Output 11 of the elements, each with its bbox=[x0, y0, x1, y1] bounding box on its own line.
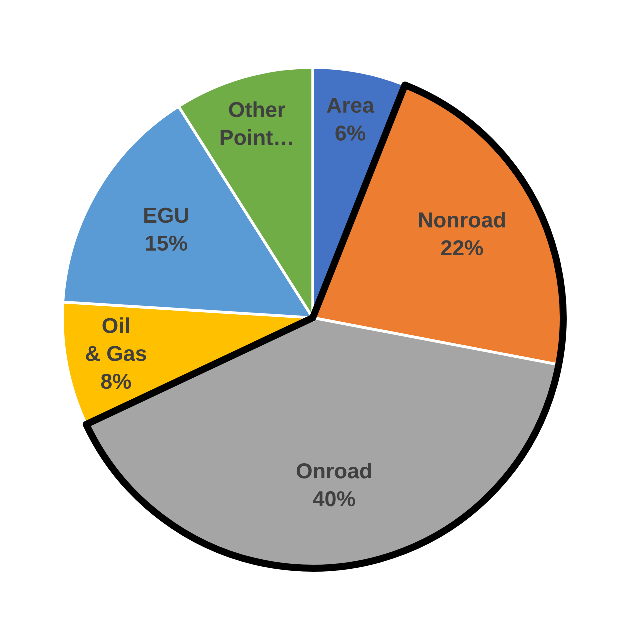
slice-label: Area bbox=[327, 98, 375, 114]
slice-label: Nonroad bbox=[419, 212, 506, 228]
slice-label: Other Point… bbox=[220, 102, 292, 146]
data-label: 22% bbox=[441, 240, 484, 256]
data-label: 8% bbox=[101, 374, 132, 390]
slice-label: Onroad bbox=[296, 462, 372, 479]
slice-label: Oil & Gas bbox=[86, 318, 146, 362]
slice-label: EGU bbox=[144, 208, 188, 224]
data-label: 40% bbox=[313, 491, 356, 507]
data-label: 6% bbox=[336, 126, 366, 141]
data-label: 15% bbox=[146, 236, 188, 252]
